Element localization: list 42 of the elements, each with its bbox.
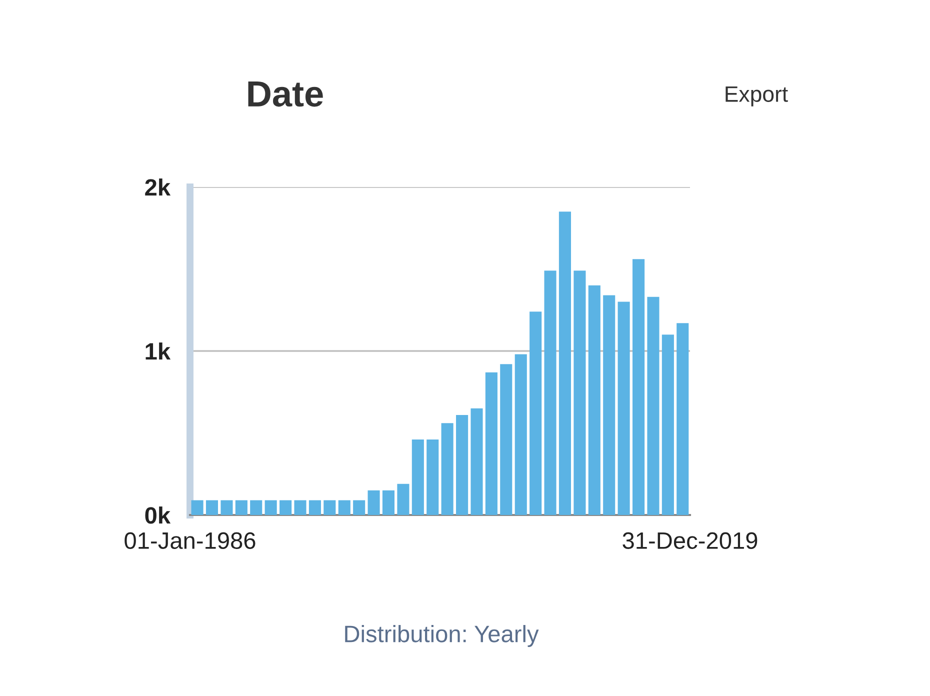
bar <box>206 500 218 515</box>
bar <box>662 334 674 515</box>
text: Distribution: Yearly <box>345 624 539 648</box>
bar <box>632 259 645 515</box>
bar <box>264 500 277 515</box>
bar <box>426 440 439 515</box>
bar <box>220 500 233 515</box>
bar <box>500 364 512 515</box>
bar <box>603 295 616 515</box>
bar <box>353 500 366 515</box>
bar <box>368 490 380 515</box>
bar <box>412 440 424 515</box>
bar <box>676 323 689 515</box>
bar <box>514 354 527 515</box>
bar <box>544 270 556 515</box>
bar <box>441 423 454 515</box>
bar <box>618 302 630 515</box>
bar <box>574 270 586 515</box>
bar <box>191 500 204 515</box>
y-tick-label: 0k <box>145 506 171 524</box>
bar <box>338 500 350 515</box>
bar <box>397 484 410 515</box>
bar <box>456 414 468 515</box>
chart-title: Date <box>248 81 323 107</box>
x-tick-label: 01-Jan-1986 <box>124 532 256 550</box>
y-tick-label: 1k <box>146 342 171 360</box>
bar <box>235 500 248 515</box>
bar <box>308 500 321 515</box>
bar <box>280 500 292 515</box>
bar <box>250 500 262 515</box>
y-tick-label: 2k <box>145 178 171 196</box>
bar <box>558 212 571 515</box>
bar <box>588 285 600 515</box>
bar <box>530 312 542 515</box>
bar <box>382 490 395 515</box>
bar <box>470 408 483 515</box>
bar <box>294 500 306 515</box>
bar <box>324 500 336 515</box>
text: Export <box>726 86 788 106</box>
x-tick-label: 31-Dec-2019 <box>622 532 758 550</box>
bar <box>647 296 660 515</box>
bar <box>485 372 498 515</box>
